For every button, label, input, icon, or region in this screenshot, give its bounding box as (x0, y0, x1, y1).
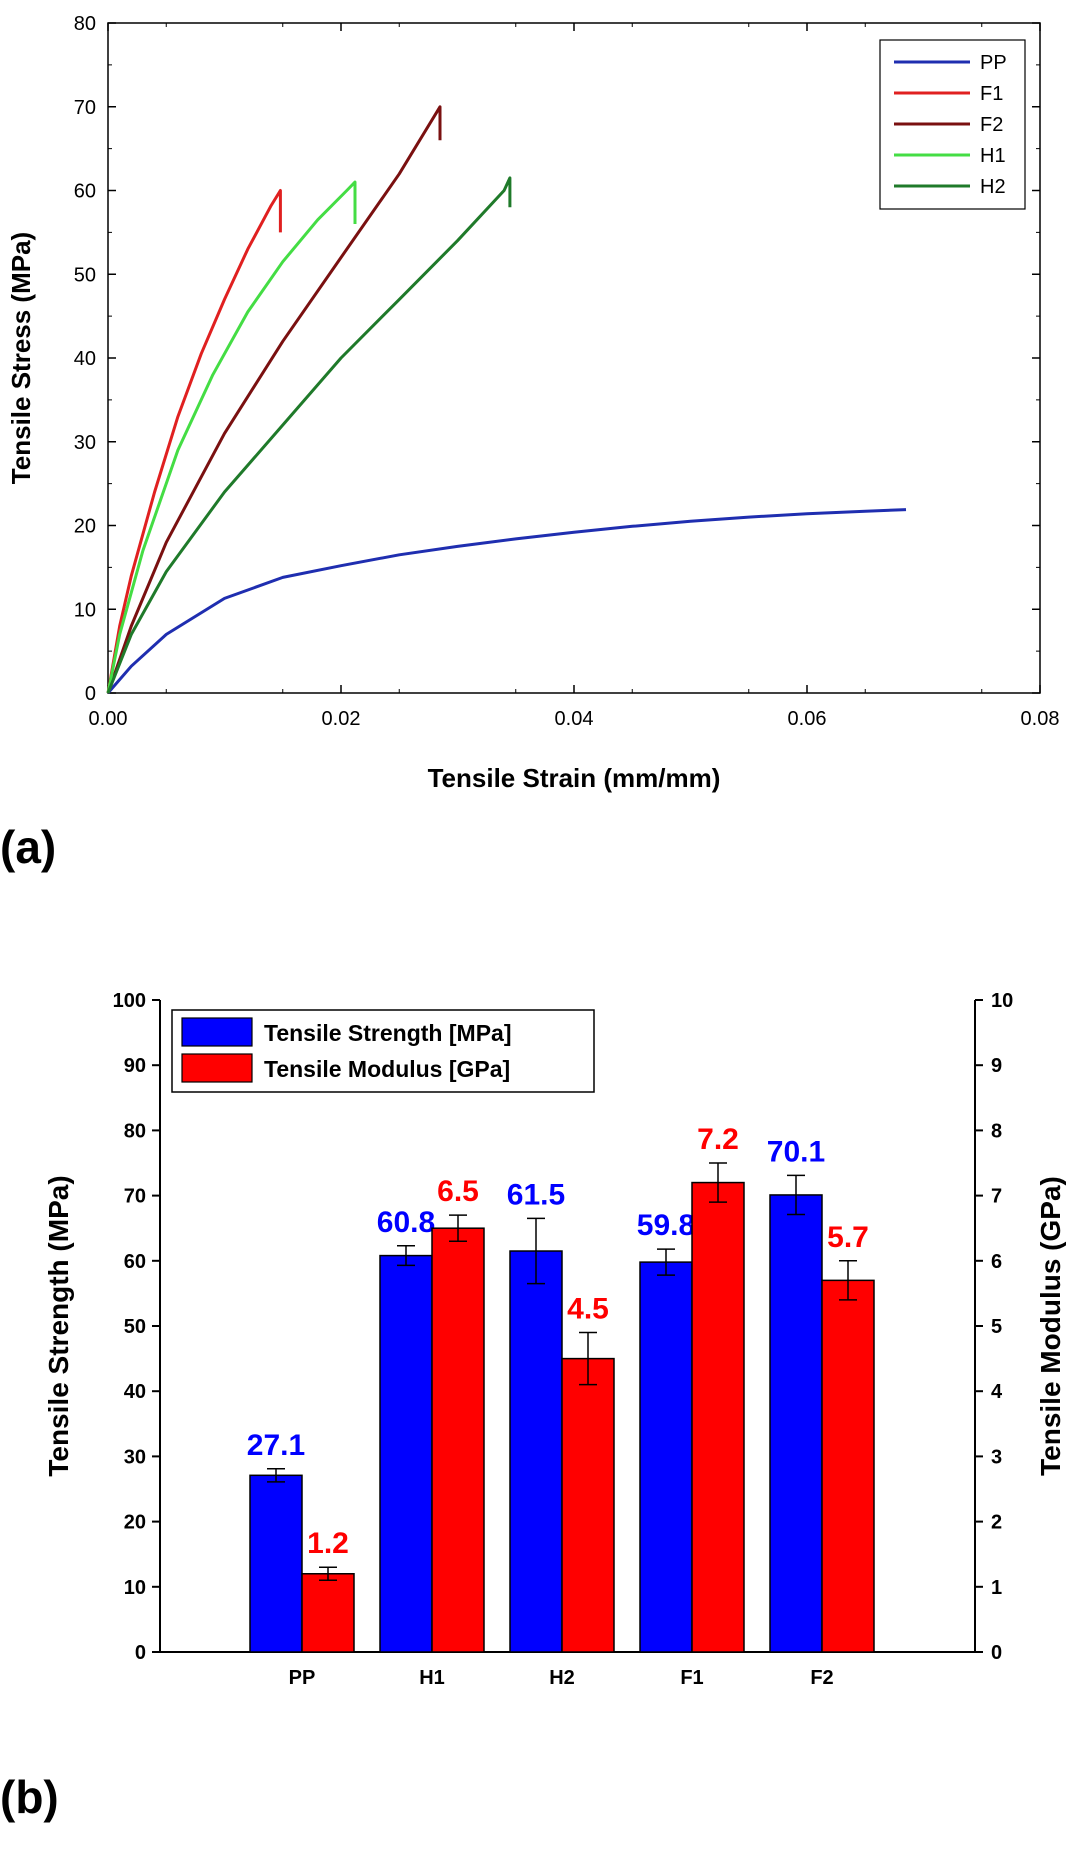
right-tick-label: 4 (991, 1381, 1003, 1403)
left-tick-label: 30 (124, 1446, 146, 1468)
data-label-modulus: 7.2 (697, 1123, 739, 1156)
category-label: F1 (680, 1667, 703, 1689)
legend-swatch (181, 1017, 253, 1047)
right-tick-label: 3 (991, 1446, 1002, 1468)
bar-modulus-pp (301, 1573, 355, 1653)
bar-modulus-h2 (561, 1357, 615, 1653)
bar-modulus-f2 (821, 1279, 875, 1653)
left-tick-label: 20 (124, 1512, 146, 1534)
y-tick-label: 0 (85, 683, 96, 705)
left-tick-label: 0 (135, 1642, 146, 1664)
right-tick-label: 5 (991, 1316, 1002, 1338)
x-tick-label: 0.06 (788, 708, 827, 730)
series-line-pp (106, 508, 907, 694)
series-line-f2 (106, 105, 442, 694)
right-tick-label: 0 (991, 1642, 1002, 1664)
x-tick-label: 0.04 (555, 708, 594, 730)
right-tick-label: 1 (991, 1577, 1002, 1599)
series-line-f1 (106, 189, 282, 694)
legend-label: F2 (980, 114, 1003, 136)
legend-label: Tensile Strength [MPa] (264, 1020, 512, 1046)
data-label-modulus: 1.2 (307, 1527, 349, 1560)
right-tick-label: 7 (991, 1186, 1002, 1208)
data-label-strength: 27.1 (247, 1429, 305, 1462)
category-label: PP (289, 1667, 316, 1689)
y-axis-label: Tensile Stress (MPa) (6, 232, 36, 484)
x-tick-label: 0.08 (1021, 708, 1060, 730)
panel-label-b: (b) (0, 1771, 59, 1823)
right-tick-label: 8 (991, 1120, 1002, 1142)
left-tick-label: 70 (124, 1186, 146, 1208)
right-tick-label: 6 (991, 1251, 1002, 1273)
data-label-modulus: 5.7 (827, 1221, 869, 1254)
y-tick-label: 40 (74, 348, 96, 370)
left-tick-label: 50 (124, 1316, 146, 1338)
right-tick-label: 9 (991, 1055, 1002, 1077)
x-tick-label: 0.02 (322, 708, 361, 730)
left-tick-label: 60 (124, 1251, 146, 1273)
legend-label: H2 (980, 176, 1006, 198)
bar-strength-f2 (769, 1194, 823, 1653)
bar-modulus-h1 (431, 1227, 485, 1653)
y-tick-label: 60 (74, 181, 96, 203)
bar-modulus-f1 (691, 1181, 745, 1653)
y-tick-label: 50 (74, 264, 96, 286)
right-tick-label: 10 (991, 990, 1013, 1012)
tensile-stress-strain-chart: 0.00 0.02 0.04 0.06 0.08 0 10 20 30 40 50 60 70 80 Ten… (6, 13, 1060, 793)
left-tick-label: 80 (124, 1120, 146, 1142)
left-tick-label: 100 (113, 990, 146, 1012)
left-axis-label: Tensile Strength (MPa) (43, 1175, 74, 1476)
data-label-modulus: 6.5 (437, 1175, 479, 1208)
panel-label-a: (a) (0, 821, 57, 873)
legend-label: PP (980, 52, 1007, 74)
x-axis-label: Tensile Strain (mm/mm) (428, 763, 721, 793)
y-tick-label: 20 (74, 516, 96, 538)
data-label-strength: 60.8 (377, 1206, 435, 1239)
left-tick-label: 90 (124, 1055, 146, 1077)
data-label-strength: 70.1 (767, 1135, 825, 1168)
data-label-strength: 59.8 (637, 1209, 695, 1242)
left-tick-label: 10 (124, 1577, 146, 1599)
y-tick-label: 70 (74, 97, 96, 119)
legend-label: H1 (980, 145, 1006, 167)
series-line-h2 (106, 176, 512, 694)
x-tick-label: 0.00 (89, 708, 128, 730)
bar-strength-h1 (379, 1254, 433, 1653)
y-tick-label: 80 (74, 13, 96, 35)
y-tick-label: 10 (74, 599, 96, 621)
tensile-strength-modulus-chart: 0 10 20 30 40 50 60 70 80 90 100 0 1 2 3 4 5 6 7 8 9 10 Tensil… (43, 990, 1066, 1689)
data-label-modulus: 4.5 (567, 1293, 609, 1326)
legend-swatch (181, 1053, 253, 1083)
bar-strength-pp (249, 1474, 303, 1653)
series-line-h1 (106, 180, 357, 694)
category-label: H2 (549, 1667, 575, 1689)
y-tick-label: 30 (74, 432, 96, 454)
right-tick-label: 2 (991, 1512, 1002, 1534)
legend-label: Tensile Modulus [GPa] (264, 1056, 510, 1082)
category-label: F2 (810, 1667, 833, 1689)
legend-label: F1 (980, 83, 1003, 105)
bar-strength-h2 (509, 1250, 563, 1653)
data-label-strength: 61.5 (507, 1178, 565, 1211)
bar-strength-f1 (639, 1261, 693, 1653)
right-axis-label: Tensile Modulus (GPa) (1035, 1176, 1066, 1476)
category-label: H1 (419, 1667, 445, 1689)
left-tick-label: 40 (124, 1381, 146, 1403)
